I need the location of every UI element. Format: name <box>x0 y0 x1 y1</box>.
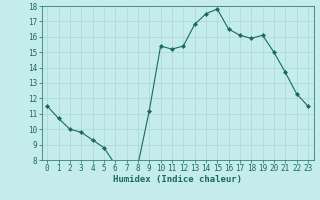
X-axis label: Humidex (Indice chaleur): Humidex (Indice chaleur) <box>113 175 242 184</box>
